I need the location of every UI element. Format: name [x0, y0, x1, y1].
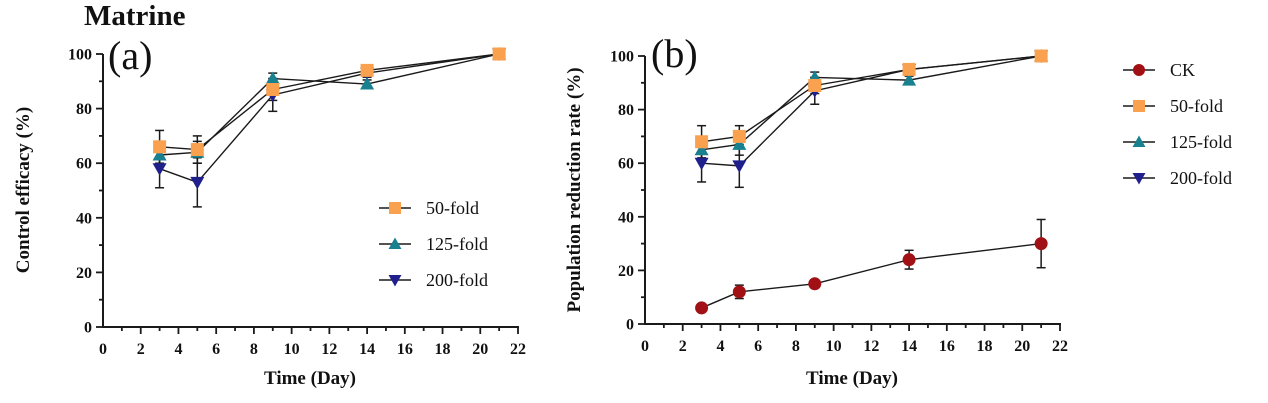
x-tick-label: 2: [137, 341, 145, 358]
figure-legend: CK 50-fold 125-fold 200-fold: [1122, 52, 1232, 196]
legend-label: 125-fold: [1170, 131, 1232, 152]
legend-item-200-fold: 200-fold: [1122, 160, 1232, 196]
tick-labels: 0 2 4 6 8 10 12 14 16 18 20 22 0 20 40 60 80 100: [68, 47, 526, 359]
x-tick-label: 6: [212, 341, 220, 358]
series-CK-line: [701, 242, 1042, 309]
legend-label: 50-fold: [426, 197, 479, 218]
y-tick-label: 100: [610, 49, 634, 66]
panel-b-label: (b): [651, 31, 698, 76]
legend-label: 50-fold: [1170, 95, 1223, 116]
y-tick-label: 20: [76, 265, 92, 282]
x-tick-label: 12: [321, 341, 337, 358]
series-50-fold-line: [159, 53, 500, 151]
x-tick-label: 20: [472, 341, 488, 358]
x-tick-label: 4: [174, 341, 182, 358]
panel-b: 0 2 4 6 8 10 12 14 16 18 20 22 0 20 40 60 80 100: [610, 49, 1068, 356]
panel-b-y-axis-title: Population reduction rate (%): [564, 67, 585, 313]
panel-a-x-axis-title: Time (Day): [264, 368, 356, 389]
legend-item-50-fold: 50-fold: [1122, 88, 1232, 124]
triangle-down-marker-icon: [1122, 170, 1156, 186]
x-tick-label: 10: [826, 338, 842, 355]
panel-a-y-axis-title: Control efficacy (%): [13, 106, 34, 274]
x-tick-label: 10: [284, 341, 300, 358]
legend-item-200-fold: 200-fold: [378, 262, 488, 298]
series-50-fold-errorbars: [697, 63, 914, 159]
x-tick-label: 14: [359, 341, 375, 358]
series-50-fold-line: [701, 55, 1042, 143]
tick-labels: 0 2 4 6 8 10 12 14 16 18 20 22 0 20 40 60 80 100: [610, 49, 1068, 356]
panel-a-legend: 50-fold 125-fold 200-fold: [378, 190, 488, 298]
x-tick-label: 18: [977, 338, 993, 355]
series-200-fold-line: [701, 55, 1042, 167]
series-50-fold-markers: [153, 47, 506, 157]
circle-marker-icon: [1122, 62, 1156, 78]
series-200-fold-line: [159, 53, 500, 184]
triangle-up-marker-icon: [1122, 134, 1156, 150]
legend-item-ck: CK: [1122, 52, 1232, 88]
series-CK-errorbars: [697, 218, 1046, 312]
x-tick-label: 8: [792, 338, 800, 355]
triangle-up-marker-icon: [378, 236, 412, 252]
square-marker-icon: [1122, 98, 1156, 114]
legend-label: 125-fold: [426, 233, 488, 254]
legend-item-125-fold: 125-fold: [378, 226, 488, 262]
legend-label: 200-fold: [1170, 167, 1232, 188]
y-tick-label: 20: [618, 263, 634, 280]
y-tick-label: 60: [76, 156, 92, 173]
legend-item-50-fold: 50-fold: [378, 190, 488, 226]
x-tick-label: 14: [901, 338, 917, 355]
x-tick-label: 22: [1052, 338, 1068, 355]
x-tick-label: 4: [716, 338, 724, 355]
panel-a: 0 2 4 6 8 10 12 14 16 18 20 22 0 20 40 60 80 100: [68, 47, 526, 359]
y-tick-label: 80: [618, 102, 634, 119]
series-200-fold-errorbars: [697, 64, 914, 189]
x-tick-label: 16: [939, 338, 955, 355]
x-tick-label: 6: [754, 338, 762, 355]
ticks: [96, 53, 519, 334]
x-tick-label: 2: [679, 338, 687, 355]
x-tick-label: 16: [397, 341, 413, 358]
x-tick-label: 22: [510, 341, 526, 358]
y-tick-label: 0: [626, 317, 634, 334]
series-200-fold-markers: [694, 50, 1049, 173]
square-marker-icon: [378, 200, 412, 216]
panel-a-label: (a): [108, 33, 153, 78]
series-200-fold-errorbars: [155, 68, 372, 208]
x-tick-label: 12: [863, 338, 879, 355]
series-200-fold-markers: [152, 48, 507, 190]
legend-label: CK: [1170, 59, 1196, 80]
legend-label: 200-fold: [426, 269, 488, 290]
legend-item-125-fold: 125-fold: [1122, 124, 1232, 160]
panel-b-x-axis-title: Time (Day): [806, 368, 898, 389]
y-tick-label: 60: [618, 156, 634, 173]
y-tick-label: 80: [76, 101, 92, 118]
x-tick-label: 0: [641, 338, 649, 355]
x-tick-label: 8: [250, 341, 258, 358]
y-tick-label: 40: [76, 210, 92, 227]
axes: [644, 56, 1061, 325]
y-tick-label: 100: [68, 47, 92, 64]
y-tick-label: 40: [618, 209, 634, 226]
series-CK-markers: [695, 237, 1048, 315]
series-50-fold-markers: [695, 49, 1048, 149]
x-tick-label: 0: [99, 341, 107, 358]
x-tick-label: 18: [435, 341, 451, 358]
x-tick-label: 20: [1014, 338, 1030, 355]
y-tick-label: 0: [84, 320, 92, 337]
ticks: [638, 55, 1061, 331]
figure-title: Matrine: [84, 0, 186, 32]
series-125-fold-line: [701, 55, 1042, 151]
triangle-down-marker-icon: [378, 272, 412, 288]
